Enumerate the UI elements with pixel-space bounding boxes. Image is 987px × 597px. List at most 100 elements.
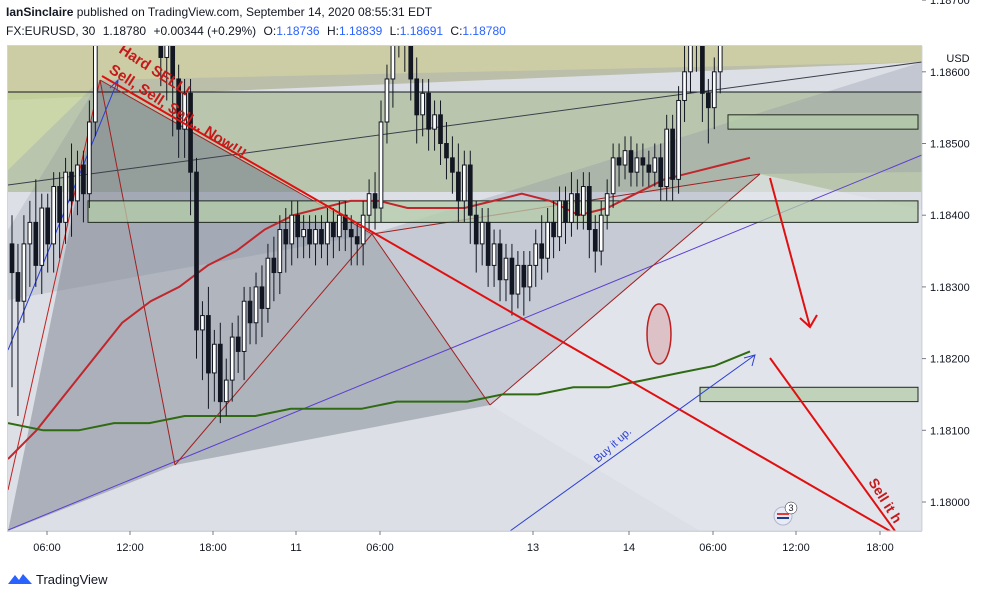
candle — [551, 200, 556, 259]
zone-1 — [88, 14, 918, 28]
candle — [539, 215, 545, 280]
low-label: L: — [389, 24, 400, 38]
candle-body — [503, 257, 509, 281]
candle — [33, 179, 39, 287]
candle-body — [241, 300, 247, 352]
candle — [658, 143, 664, 201]
symbol-label[interactable]: FX:EURUSD, 30 — [6, 24, 96, 38]
candle — [235, 315, 241, 373]
candle-body — [682, 71, 687, 101]
candle-body — [563, 200, 568, 223]
currency-label: USD — [946, 53, 969, 65]
candle — [688, 46, 693, 94]
high-label: H: — [326, 24, 339, 38]
candle — [360, 200, 366, 266]
x-tick-label: 18:00 — [866, 542, 894, 554]
sell-arrow-1-head — [799, 314, 818, 329]
candle-body — [307, 229, 312, 245]
candle — [153, 0, 157, 29]
badge-count-bg — [784, 501, 798, 515]
y-tick-label: 1.18600 — [930, 67, 970, 79]
candle-body — [69, 171, 74, 202]
candle — [63, 157, 68, 244]
candle — [485, 208, 491, 287]
candle-body — [479, 221, 485, 245]
candle — [366, 179, 372, 230]
tradingview-logo-icon[interactable] — [8, 572, 32, 586]
candle-body — [378, 121, 384, 209]
moving-average-green — [8, 350, 751, 432]
events-badge[interactable]: 3 — [773, 501, 798, 526]
candle — [646, 150, 652, 187]
candle — [711, 57, 717, 130]
candle — [598, 200, 604, 266]
candle-body — [467, 164, 473, 216]
candle-body — [325, 221, 330, 245]
candle-body — [45, 207, 51, 245]
pattern-triangle — [372, 174, 760, 405]
candle — [604, 179, 610, 230]
candle — [164, 46, 170, 101]
author-name[interactable]: IanSinclaire — [6, 5, 74, 19]
candle-body — [397, 0, 401, 36]
candle-body — [676, 99, 681, 180]
candle-body — [539, 243, 545, 259]
candle — [212, 329, 217, 402]
y-tick-label: 1.18000 — [930, 497, 970, 509]
lower-right-light — [490, 174, 922, 531]
xabcd-leg-6 — [99, 79, 176, 466]
candle — [57, 172, 62, 259]
candle-body — [545, 221, 550, 259]
candle-body — [9, 243, 15, 274]
candle-body — [700, 46, 705, 94]
candle — [390, 46, 396, 108]
y-tick-label: 1.18300 — [930, 282, 970, 294]
candle — [229, 322, 235, 402]
candle — [372, 172, 378, 230]
buy-arrow — [509, 354, 756, 531]
candle-body — [575, 193, 580, 216]
candle — [217, 322, 223, 424]
candle-body — [21, 243, 27, 302]
buy-arrow-head — [743, 354, 756, 367]
candle — [9, 215, 15, 388]
candle — [325, 208, 330, 266]
candle-body — [360, 214, 366, 245]
candle — [628, 136, 634, 187]
close-label: C: — [450, 24, 463, 38]
candle — [319, 215, 324, 259]
candle — [515, 251, 521, 309]
candle-body — [212, 343, 217, 374]
candle — [247, 286, 253, 345]
candle-body — [444, 143, 449, 159]
candle-body — [664, 128, 670, 188]
xabcd-leg-3 — [371, 233, 491, 406]
candle-body — [742, 0, 746, 14]
candle — [141, 0, 145, 29]
x-tick-label: 11 — [290, 542, 301, 554]
candle — [497, 229, 503, 302]
candle-body — [711, 71, 717, 109]
high-value: 1.18839 — [338, 24, 383, 38]
candle — [575, 179, 580, 230]
x-tick-label: 06:00 — [699, 542, 727, 554]
candle-body — [450, 157, 455, 173]
candle — [354, 222, 360, 266]
candle — [313, 215, 318, 266]
candle-body — [652, 157, 658, 173]
x-tick-label: 12:00 — [782, 542, 810, 554]
candle — [426, 78, 431, 151]
badge-count: 3 — [788, 503, 793, 513]
candle — [75, 150, 80, 216]
candle-body — [259, 286, 265, 309]
candle — [289, 200, 295, 266]
candle — [664, 114, 670, 201]
candle-body — [39, 207, 45, 266]
footer-brand[interactable]: TradingView — [36, 571, 108, 587]
candle — [259, 265, 265, 338]
candle — [331, 208, 336, 259]
candle-body — [403, 0, 407, 36]
candle-body — [390, 46, 396, 80]
candle-body — [533, 243, 539, 266]
